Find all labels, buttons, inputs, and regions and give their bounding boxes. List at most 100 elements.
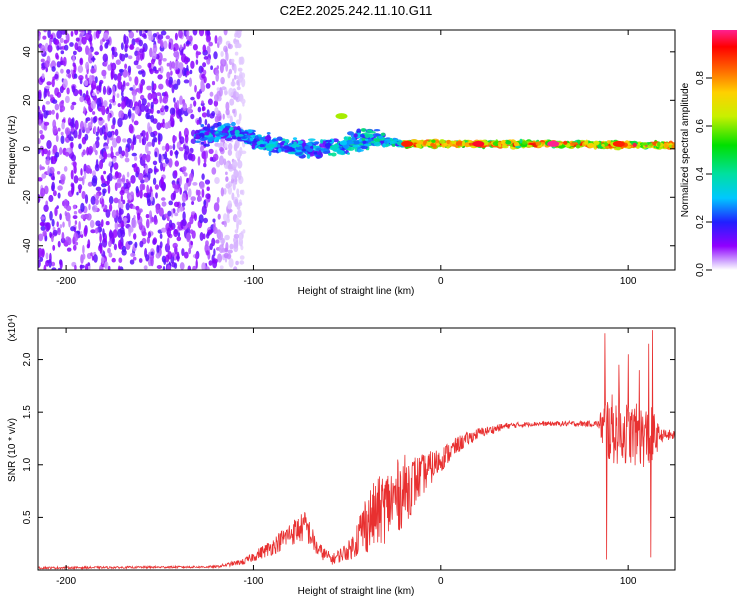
spectrogram-cell bbox=[239, 260, 245, 265]
spectrogram-cell bbox=[165, 143, 170, 152]
spectrogram-cell bbox=[132, 84, 136, 90]
spectrogram-cell bbox=[203, 199, 207, 207]
spectrogram-y-ticks: -40 -20 0 20 40 bbox=[22, 46, 675, 253]
spectrogram-cell bbox=[193, 100, 197, 107]
spectrogram-cell bbox=[150, 58, 155, 65]
spectrogram-cell bbox=[373, 141, 382, 147]
spectrogram-cell bbox=[160, 40, 164, 49]
spectrogram-cell bbox=[38, 233, 44, 242]
spectrogram-cell bbox=[77, 184, 83, 191]
spectrogram-cell bbox=[362, 140, 367, 144]
spectrogram-cell bbox=[235, 91, 240, 98]
spectrogram-cell bbox=[192, 44, 198, 51]
spectrogram-cell bbox=[92, 170, 96, 177]
spectrogram-cell bbox=[410, 139, 419, 143]
spectrogram-cell bbox=[236, 86, 241, 91]
spectrogram-cell bbox=[176, 207, 180, 214]
spectrogram-cell bbox=[194, 212, 197, 222]
spectrogram-cell bbox=[108, 230, 114, 239]
spectrogram-cell bbox=[51, 109, 55, 115]
spectrogram-cell bbox=[80, 234, 84, 238]
spectrogram-cell bbox=[80, 168, 83, 176]
spectrogram-cell bbox=[216, 196, 220, 204]
spectrogram-cell bbox=[178, 147, 184, 152]
spectrogram-cell bbox=[301, 142, 307, 147]
spectrogram-cell bbox=[54, 73, 59, 80]
spectrogram-cell bbox=[120, 194, 124, 202]
spectrogram-cell bbox=[198, 30, 205, 37]
spectrogram-cell bbox=[217, 253, 223, 263]
spectrogram-cell bbox=[61, 121, 65, 130]
spectrogram-cell bbox=[63, 166, 68, 172]
spectrogram-cell bbox=[81, 190, 86, 200]
spectrogram-cell bbox=[86, 243, 90, 249]
spectrogram-cell bbox=[80, 231, 83, 235]
spectrogram-cell bbox=[211, 125, 215, 130]
spectrogram-cell bbox=[360, 128, 366, 132]
spectrogram-cell bbox=[70, 169, 74, 180]
spectrogram-cell bbox=[233, 241, 238, 249]
spectrogram-cell bbox=[152, 160, 158, 166]
spectrogram-cell bbox=[241, 98, 246, 105]
spectrogram-cell bbox=[147, 168, 153, 174]
spectrogram-cell bbox=[217, 231, 224, 241]
spectrogram-cell bbox=[54, 207, 58, 217]
spectrogram-cell bbox=[96, 136, 100, 142]
spectrogram-cell bbox=[266, 132, 271, 135]
spectrogram-cell bbox=[174, 102, 178, 109]
spectrogram-peak bbox=[401, 140, 414, 147]
spectrogram-cell bbox=[106, 153, 112, 158]
spectrogram-cell bbox=[177, 109, 181, 115]
spectrogram-cell bbox=[117, 202, 124, 211]
spectrogram-cell bbox=[243, 131, 249, 134]
spectrogram-cell bbox=[75, 37, 80, 42]
spectrogram-cell bbox=[519, 138, 523, 144]
spectrogram-cell bbox=[224, 234, 230, 241]
spectrogram-cell bbox=[181, 48, 184, 56]
spectrogram-cell bbox=[173, 201, 180, 207]
spectrogram-cell bbox=[131, 112, 136, 120]
spectrogram-cell bbox=[131, 152, 137, 157]
spectrogram-cell bbox=[94, 149, 98, 156]
snr-x-axis-label: Height of straight line (km) bbox=[298, 586, 415, 597]
spectrogram-cell bbox=[128, 31, 135, 39]
spectrogram-cell bbox=[87, 48, 92, 58]
spectrogram-cell bbox=[103, 100, 108, 108]
spectrogram-cell bbox=[185, 41, 191, 45]
spectrogram-cell bbox=[179, 95, 183, 105]
spectrogram-cell bbox=[186, 232, 191, 243]
spectrogram-cell bbox=[117, 81, 123, 90]
spectrogram-cell bbox=[188, 77, 192, 87]
spectrogram-cell bbox=[229, 98, 235, 106]
spectrogram-cell bbox=[384, 140, 388, 145]
spectrogram-cell bbox=[146, 85, 152, 91]
spectrogram-cell bbox=[152, 44, 158, 54]
spectrogram-cell bbox=[363, 143, 371, 147]
spectrogram-cell bbox=[202, 44, 207, 53]
spectrogram-cell bbox=[79, 264, 85, 269]
spectrogram-cell bbox=[226, 217, 231, 223]
spectrogram-cell bbox=[78, 89, 82, 95]
spectrogram-cell bbox=[109, 103, 112, 110]
spectrogram-cell bbox=[258, 137, 266, 141]
spectrogram-cell bbox=[111, 124, 115, 130]
spectrogram-cell bbox=[146, 141, 153, 147]
spectrogram-cell bbox=[85, 164, 91, 174]
spectrogram-cell bbox=[86, 213, 92, 221]
spectrogram-cell bbox=[136, 64, 142, 70]
spectrogram-cell bbox=[52, 244, 56, 251]
spectrogram-cell bbox=[160, 227, 167, 233]
spectrogram-cell bbox=[119, 53, 123, 61]
spectrogram-cell bbox=[124, 157, 130, 163]
spectrogram-cell bbox=[231, 121, 236, 127]
spectrogram-cell bbox=[101, 219, 104, 228]
spectrogram-cell bbox=[96, 85, 101, 91]
spectrogram-cell bbox=[152, 239, 157, 245]
spectrogram-cell bbox=[199, 132, 205, 138]
spectrogram-cell bbox=[352, 140, 360, 145]
snr-y-tick-label: 2.0 bbox=[22, 352, 33, 366]
spectrogram-cell bbox=[70, 69, 74, 75]
spectrogram-cell bbox=[38, 193, 41, 204]
spectrogram-cell bbox=[319, 142, 327, 148]
spectrogram-cell bbox=[179, 262, 185, 270]
